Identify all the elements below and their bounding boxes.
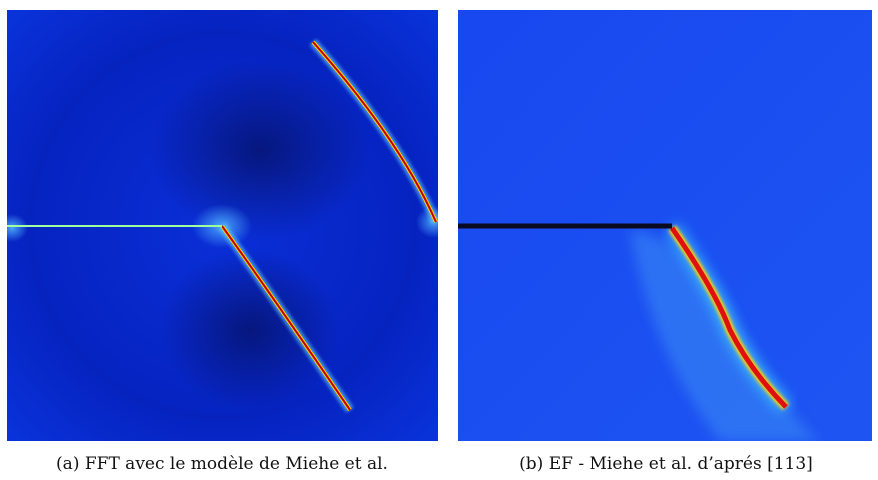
panel-a <box>7 10 438 441</box>
caption: (b) EF - Miehe et al. d’aprés [113] <box>519 454 813 474</box>
panel-b <box>458 10 872 441</box>
caption: (a) FFT avec le modèle de Miehe et al. <box>56 454 388 474</box>
